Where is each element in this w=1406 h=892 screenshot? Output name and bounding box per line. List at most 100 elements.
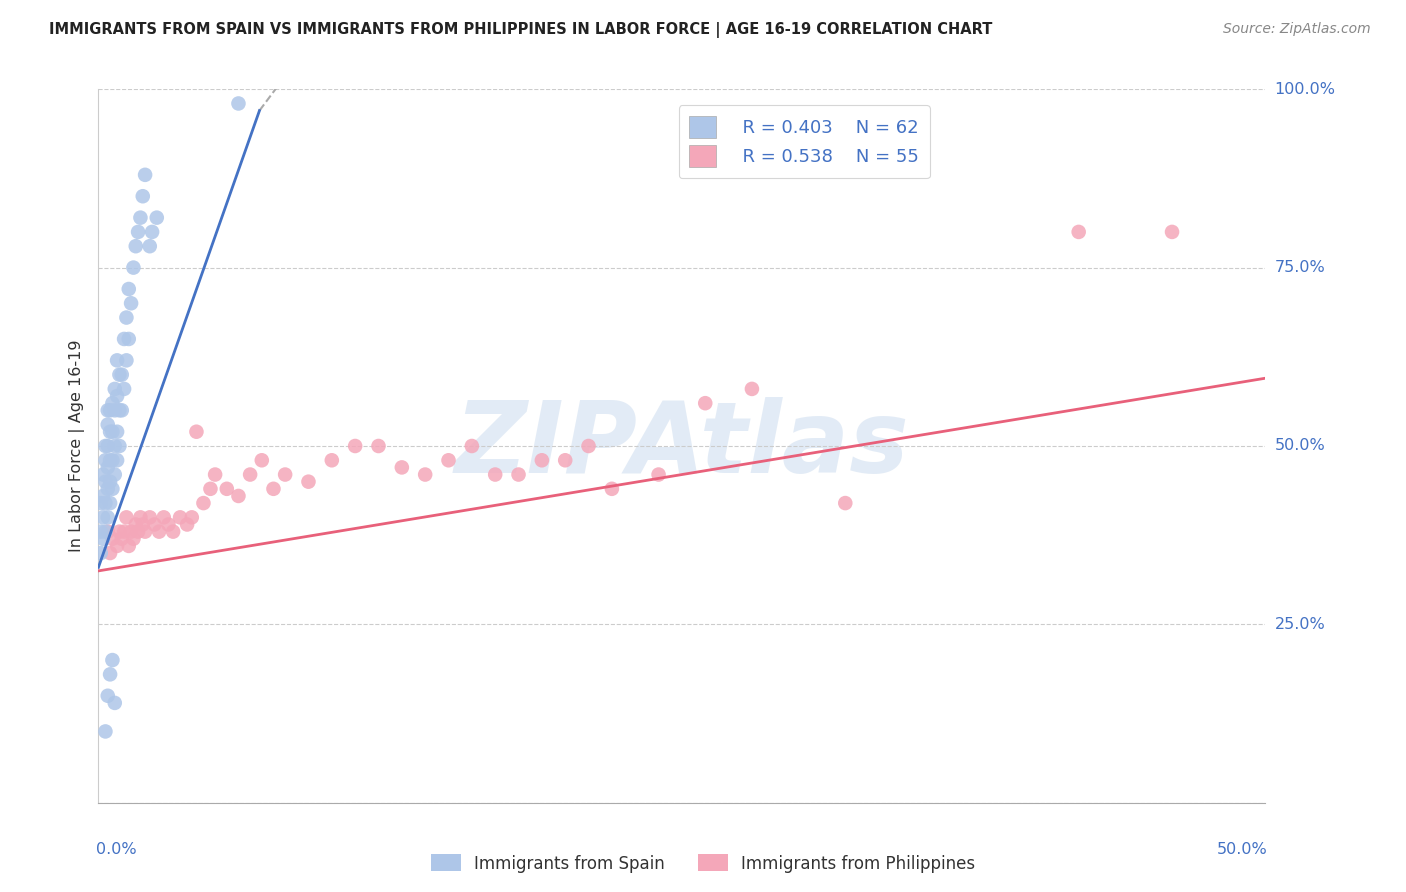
- Point: [98, 546, 121, 560]
- Point: [105, 539, 128, 553]
- Point: [169, 510, 191, 524]
- Point: [94, 724, 117, 739]
- Point: [108, 439, 131, 453]
- Point: [90, 496, 112, 510]
- Point: [132, 189, 155, 203]
- Point: [367, 439, 389, 453]
- Point: [98, 496, 121, 510]
- Point: [105, 425, 128, 439]
- Point: [111, 368, 134, 382]
- Point: [101, 396, 124, 410]
- Point: [186, 425, 208, 439]
- Point: [134, 524, 156, 539]
- Point: [139, 510, 162, 524]
- Point: [127, 225, 149, 239]
- Text: 50.0%: 50.0%: [1218, 842, 1268, 857]
- Point: [200, 482, 222, 496]
- Point: [125, 517, 148, 532]
- Point: [97, 510, 120, 524]
- Point: [321, 453, 343, 467]
- Point: [834, 496, 856, 510]
- Point: [108, 403, 131, 417]
- Point: [129, 211, 152, 225]
- Point: [112, 332, 135, 346]
- Point: [122, 532, 145, 546]
- Point: [695, 396, 717, 410]
- Point: [91, 532, 114, 546]
- Point: [148, 524, 170, 539]
- Point: [97, 417, 120, 432]
- Point: [97, 460, 120, 475]
- Point: [1161, 225, 1184, 239]
- Point: [146, 211, 169, 225]
- Point: [215, 482, 238, 496]
- Point: [97, 524, 120, 539]
- Point: [143, 517, 166, 532]
- Point: [262, 482, 284, 496]
- Point: [344, 439, 367, 453]
- Text: 50.0%: 50.0%: [1275, 439, 1326, 453]
- Point: [98, 453, 121, 467]
- Point: [118, 282, 141, 296]
- Text: IMMIGRANTS FROM SPAIN VS IMMIGRANTS FROM PHILIPPINES IN LABOR FORCE | AGE 16-19 : IMMIGRANTS FROM SPAIN VS IMMIGRANTS FROM…: [49, 22, 993, 38]
- Text: 75.0%: 75.0%: [1275, 260, 1326, 275]
- Point: [129, 510, 152, 524]
- Point: [115, 353, 138, 368]
- Point: [94, 453, 117, 467]
- Point: [101, 532, 124, 546]
- Point: [413, 467, 436, 482]
- Point: [115, 310, 138, 325]
- Point: [91, 467, 114, 482]
- Point: [94, 475, 117, 489]
- Point: [90, 546, 112, 560]
- Point: [104, 467, 127, 482]
- Point: [297, 475, 319, 489]
- Point: [112, 382, 135, 396]
- Point: [157, 517, 180, 532]
- Point: [554, 453, 576, 467]
- Point: [120, 524, 142, 539]
- Legend:   R = 0.403    N = 62,   R = 0.538    N = 55: R = 0.403 N = 62, R = 0.538 N = 55: [679, 105, 929, 178]
- Point: [112, 524, 135, 539]
- Point: [108, 368, 131, 382]
- Text: Source: ZipAtlas.com: Source: ZipAtlas.com: [1223, 22, 1371, 37]
- Point: [97, 439, 120, 453]
- Point: [228, 96, 250, 111]
- Point: [105, 353, 128, 368]
- Legend: Immigrants from Spain, Immigrants from Philippines: Immigrants from Spain, Immigrants from P…: [423, 847, 983, 880]
- Text: 100.0%: 100.0%: [1275, 82, 1336, 96]
- Point: [530, 453, 553, 467]
- Point: [122, 260, 145, 275]
- Point: [741, 382, 763, 396]
- Point: [118, 539, 141, 553]
- Point: [141, 225, 163, 239]
- Point: [91, 489, 114, 503]
- Point: [105, 453, 128, 467]
- Point: [132, 517, 155, 532]
- Point: [98, 667, 121, 681]
- Point: [134, 168, 156, 182]
- Point: [90, 524, 112, 539]
- Point: [94, 496, 117, 510]
- Point: [105, 389, 128, 403]
- Point: [104, 403, 127, 417]
- Point: [111, 403, 134, 417]
- Point: [1067, 225, 1090, 239]
- Point: [101, 482, 124, 496]
- Point: [239, 467, 262, 482]
- Point: [176, 517, 198, 532]
- Point: [94, 524, 117, 539]
- Point: [180, 510, 202, 524]
- Point: [127, 524, 149, 539]
- Point: [101, 425, 124, 439]
- Point: [600, 482, 623, 496]
- Text: 25.0%: 25.0%: [1275, 617, 1326, 632]
- Point: [104, 382, 127, 396]
- Text: 0.0%: 0.0%: [96, 842, 136, 857]
- Point: [97, 689, 120, 703]
- Point: [91, 510, 114, 524]
- Point: [104, 439, 127, 453]
- Point: [162, 524, 184, 539]
- Point: [101, 653, 124, 667]
- Point: [578, 439, 600, 453]
